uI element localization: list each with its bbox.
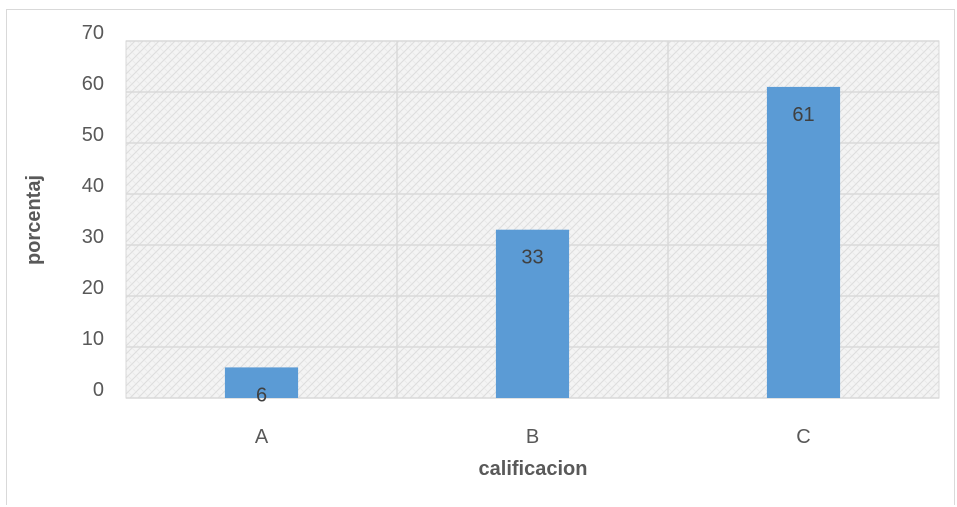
x-axis-ticks: A B C [255,426,811,448]
data-label-B: 33 [521,247,543,269]
x-tick-label: B [526,426,539,448]
bars [224,86,841,399]
y-tick-label: 20 [82,277,104,299]
y-tick-label: 40 [82,175,104,197]
x-tick-label: C [796,426,810,448]
x-axis-title: calificacion [479,458,588,480]
data-label-A: 6 [256,384,267,406]
y-axis-title: porcentaj [23,175,45,265]
data-labels: 6 33 61 [256,104,815,406]
x-tick-label: A [255,426,269,448]
bar-C [766,86,841,399]
bar-B [495,229,570,398]
y-tick-label: 50 [82,124,104,146]
bar-A [224,367,299,398]
chart-frame [6,9,955,505]
data-label-C: 61 [792,104,814,126]
y-axis-ticks: 0 10 20 30 40 50 60 70 [82,22,104,401]
y-tick-label: 70 [82,22,104,44]
y-tick-label: 0 [93,379,104,401]
y-tick-label: 10 [82,328,104,350]
y-tick-label: 30 [82,226,104,248]
y-tick-label: 60 [82,73,104,95]
